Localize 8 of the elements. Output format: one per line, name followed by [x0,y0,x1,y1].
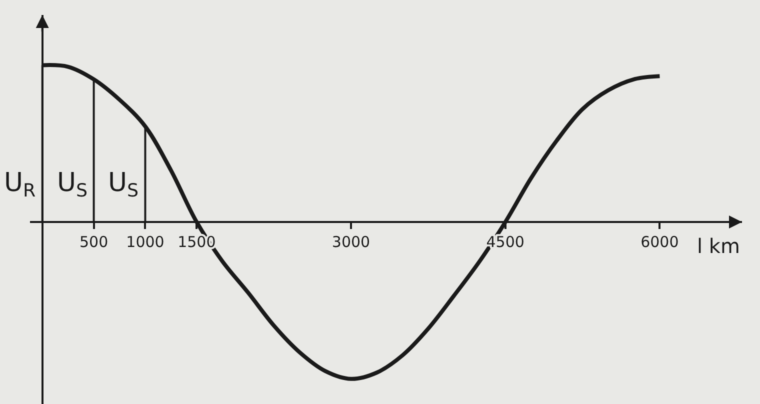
x-tick-label: 1000 [126,233,164,252]
annotation: U$_{R}$ [4,168,36,202]
x-axis-title: l km [697,234,740,258]
x-tick-label: 3000 [332,233,370,252]
x-tick-label: 500 [79,233,108,252]
annotation: U$_{S}$ [108,168,139,202]
x-tick-label: 6000 [640,233,679,252]
annotation: U$_{S}$ [57,168,88,202]
